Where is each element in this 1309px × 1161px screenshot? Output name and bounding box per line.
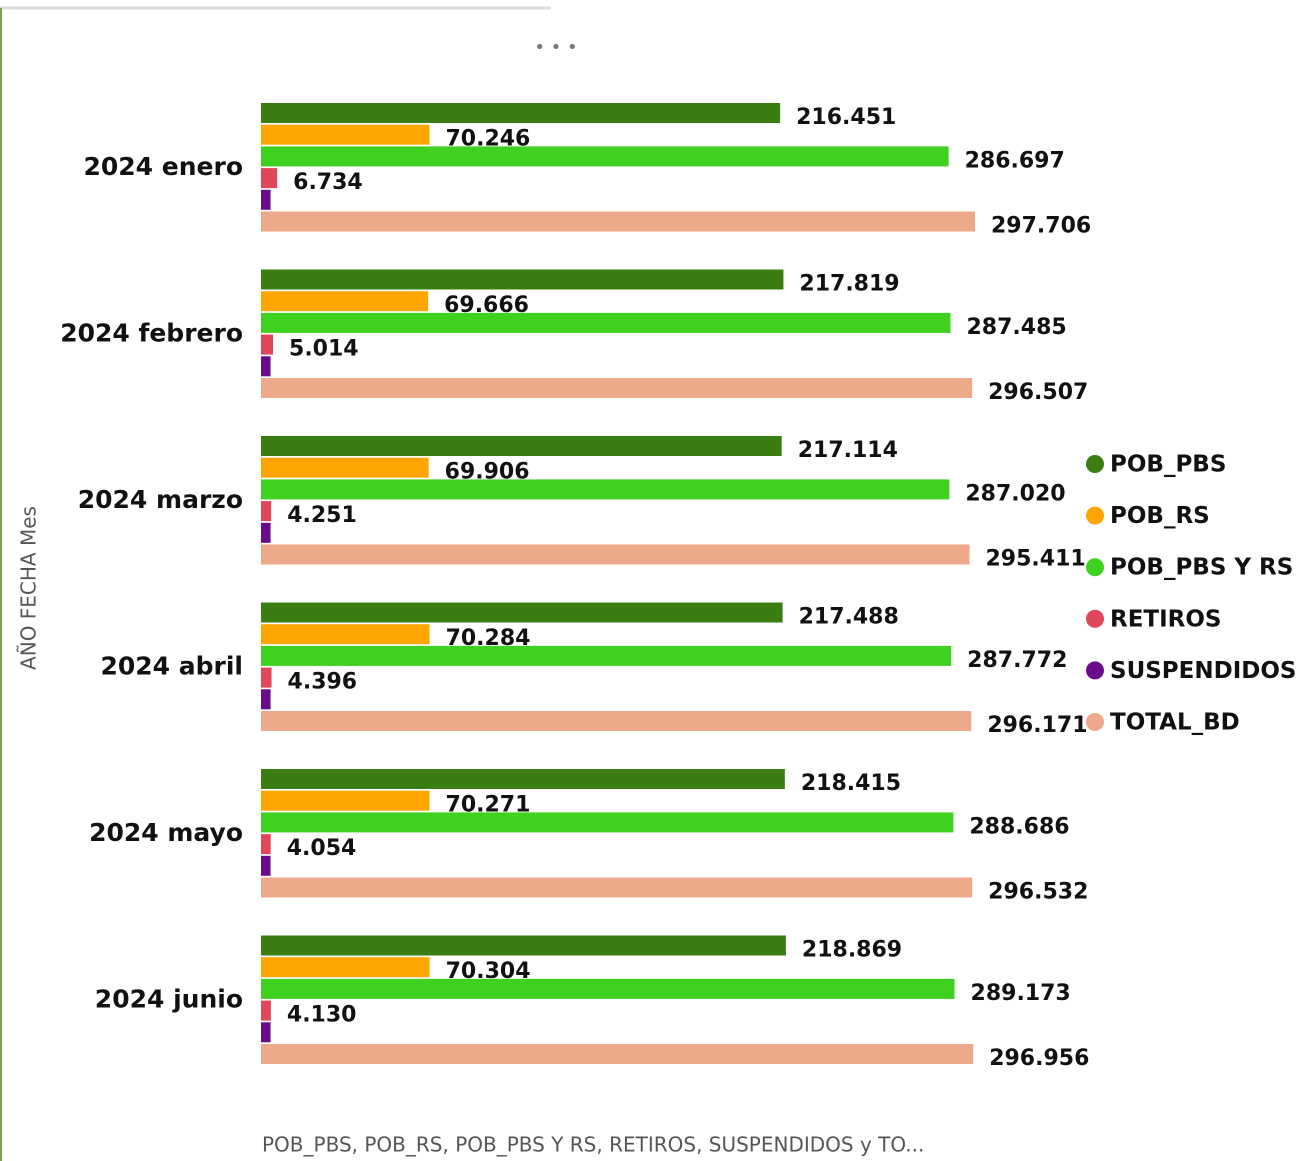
bar [261, 146, 949, 167]
category-label: 2024 marzo [78, 485, 243, 514]
value-label: 296.956 [989, 1046, 1089, 1071]
category-label: 2024 mayo [89, 818, 243, 847]
bar [261, 312, 951, 333]
legend-label: RETIROS [1110, 606, 1222, 632]
bar [261, 957, 430, 978]
legend-swatch [1086, 713, 1104, 731]
bar [261, 877, 973, 898]
bar [261, 689, 271, 710]
bar [261, 812, 954, 833]
x-axis-label: POB_PBS, POB_RS, POB_PBS Y RS, RETIROS, … [262, 1133, 924, 1157]
value-label: 218.869 [802, 938, 902, 963]
bar [261, 667, 272, 688]
category-label: 2024 junio [95, 985, 243, 1014]
value-label: 295.411 [985, 547, 1085, 572]
value-label: 287.772 [967, 648, 1067, 673]
legend-swatch [1086, 506, 1104, 525]
bar [261, 436, 782, 456]
legend-label: POB_PBS [1110, 452, 1226, 478]
value-label: 216.451 [796, 105, 896, 130]
value-label: 296.532 [988, 880, 1088, 905]
value-label: 296.507 [988, 380, 1088, 405]
bar [261, 790, 430, 811]
value-label: 4.130 [287, 1003, 357, 1028]
bar [261, 457, 429, 478]
value-label: 286.697 [965, 148, 1065, 173]
legend-swatch [1086, 455, 1104, 473]
category-label: 2024 enero [84, 152, 244, 181]
value-label: 4.251 [287, 503, 357, 528]
bar [261, 1000, 271, 1021]
bar [261, 978, 955, 999]
bar [261, 855, 271, 876]
bar [261, 356, 271, 377]
bar [261, 479, 950, 500]
legend-label: POB_PBS Y RS [1110, 555, 1293, 581]
value-label: 4.054 [287, 836, 357, 861]
bar [261, 645, 952, 666]
bar [261, 711, 972, 731]
y-axis-label: AÑO FECHA Mes [17, 506, 41, 670]
bar [261, 189, 271, 210]
bar [261, 378, 973, 398]
bar [261, 935, 786, 956]
value-label: 289.173 [971, 981, 1071, 1006]
bar [261, 834, 271, 855]
bar [261, 334, 274, 355]
bar [261, 269, 784, 290]
value-label: 217.819 [799, 272, 899, 297]
bar [261, 769, 785, 789]
more-icon[interactable]: • • • [534, 37, 577, 58]
bar [261, 1022, 271, 1043]
value-label: 288.686 [969, 814, 1069, 839]
bar [261, 544, 970, 565]
value-label: 287.485 [966, 315, 1066, 340]
value-label: 217.114 [798, 438, 898, 463]
category-label: 2024 febrero [60, 319, 243, 348]
legend-swatch [1086, 609, 1104, 628]
bar [261, 168, 278, 189]
category-label: 2024 abril [100, 652, 243, 681]
value-label: 217.488 [799, 605, 899, 630]
legend-label: TOTAL_BD [1110, 710, 1240, 736]
bar [261, 1044, 974, 1064]
bar [261, 602, 783, 623]
value-label: 5.014 [289, 337, 359, 362]
value-label: 287.020 [965, 481, 1065, 506]
value-label: 4.396 [288, 670, 358, 695]
value-label: 296.171 [987, 713, 1087, 738]
bar [261, 103, 781, 123]
legend-label: SUSPENDIDOS [1110, 658, 1296, 684]
bar [261, 124, 430, 145]
legend-swatch [1086, 558, 1104, 577]
value-label: 218.415 [801, 771, 901, 796]
value-label: 6.734 [293, 170, 363, 195]
bar [261, 501, 272, 522]
bar [261, 211, 975, 232]
bar [261, 624, 430, 645]
bar [261, 522, 271, 543]
legend-label: POB_RS [1110, 503, 1210, 529]
legend-swatch [1086, 661, 1104, 680]
bar [261, 291, 429, 312]
value-label: 297.706 [991, 214, 1091, 239]
